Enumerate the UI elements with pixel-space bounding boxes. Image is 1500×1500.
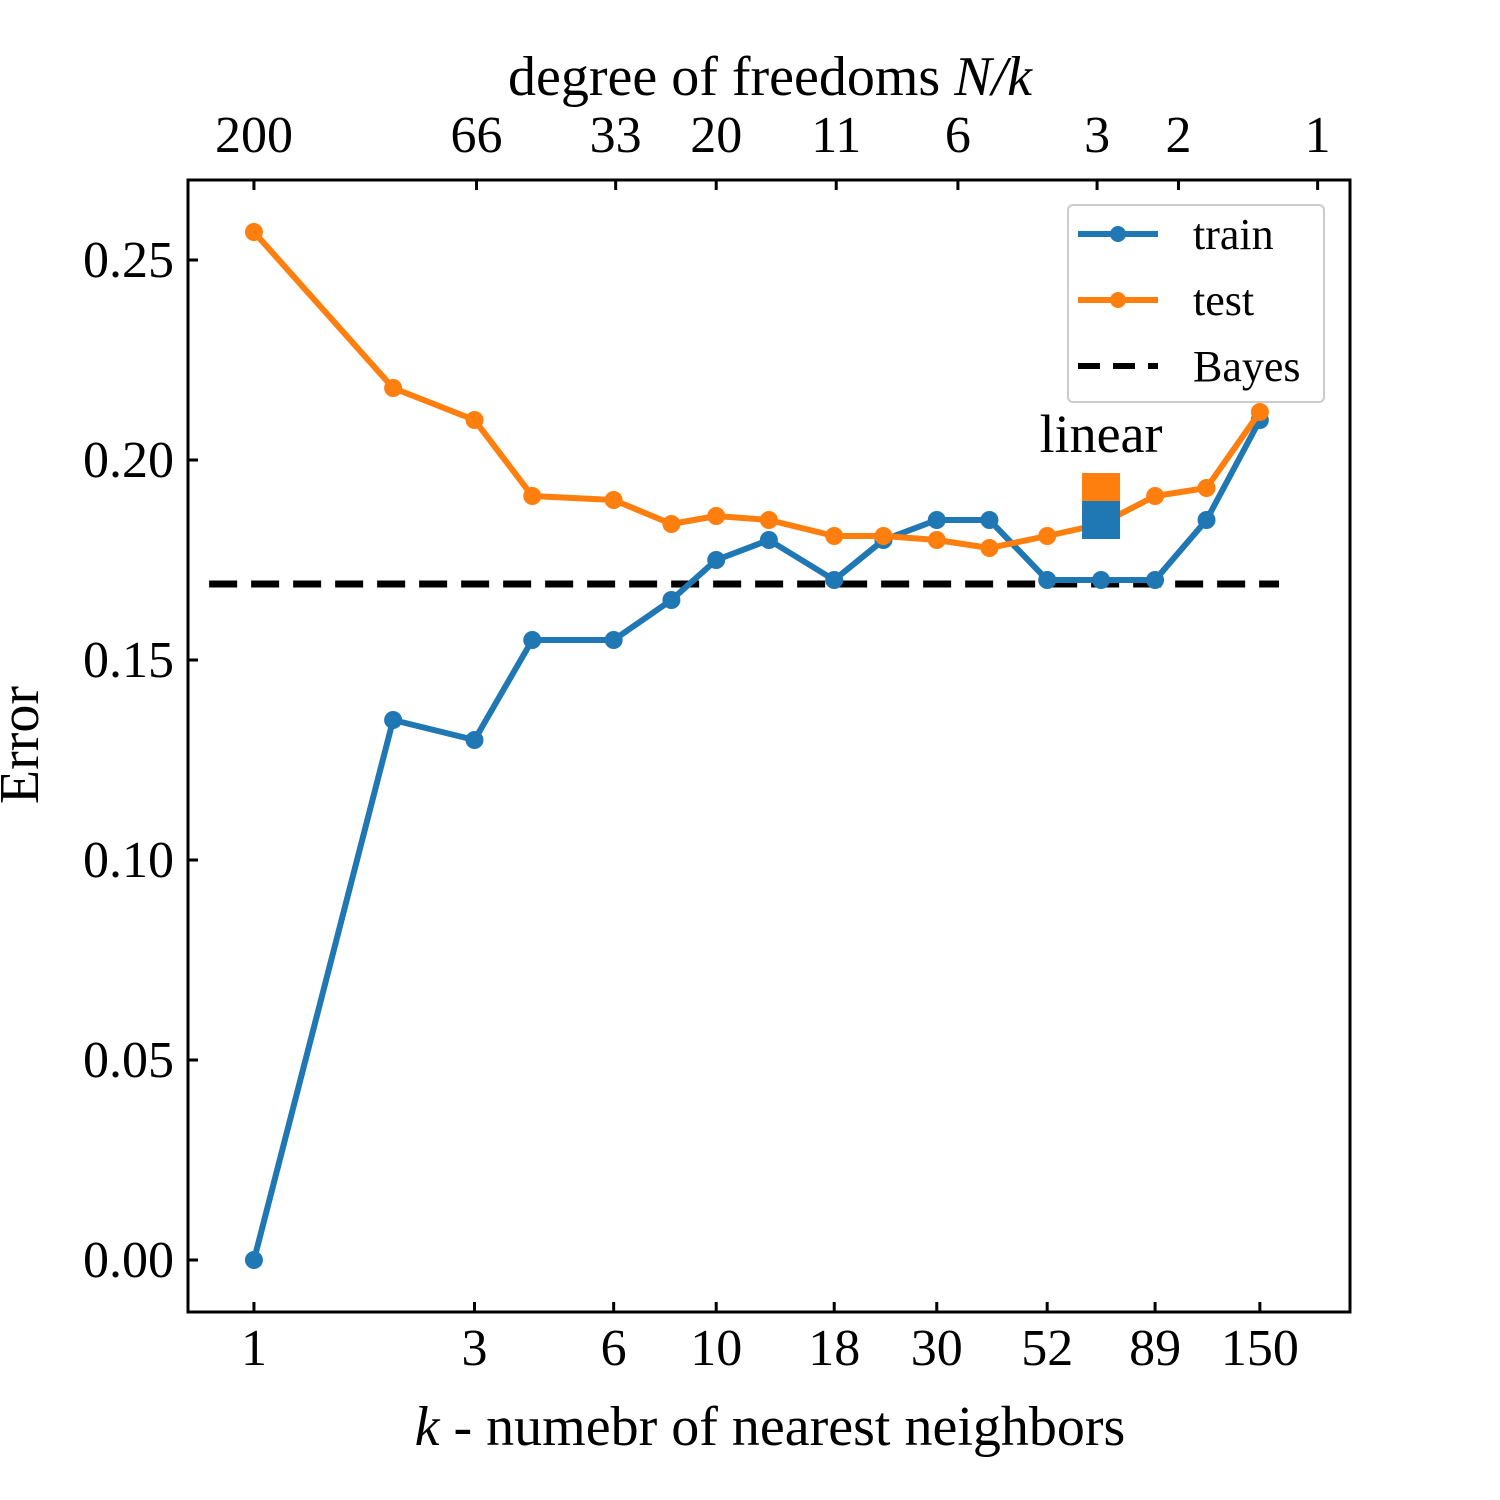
legend-item-test: test bbox=[1078, 276, 1254, 325]
top-tick-label: 66 bbox=[451, 107, 503, 164]
top-tick-label: 11 bbox=[811, 107, 861, 164]
legend-box bbox=[1067, 204, 1325, 403]
x-tick-label: 30 bbox=[911, 1320, 963, 1377]
top-tick-label: 1 bbox=[1305, 107, 1331, 164]
test-point bbox=[465, 411, 484, 429]
top-tick-label: 200 bbox=[215, 107, 293, 164]
x-tick-label: 150 bbox=[1221, 1320, 1299, 1377]
train-point bbox=[384, 711, 403, 729]
train-point bbox=[662, 591, 681, 609]
x-tick-label: 10 bbox=[690, 1320, 742, 1377]
x-tick-label: 1 bbox=[241, 1320, 267, 1377]
x-tick-label: 89 bbox=[1129, 1320, 1181, 1377]
test-point bbox=[1197, 479, 1216, 497]
top-tick-label: 2 bbox=[1165, 107, 1191, 164]
test-point bbox=[662, 515, 681, 533]
legend-label-test: test bbox=[1193, 276, 1254, 325]
linear-annotation-label: linear bbox=[1040, 404, 1163, 464]
test-point bbox=[980, 539, 999, 557]
train-point bbox=[1197, 511, 1216, 529]
train-point bbox=[707, 551, 726, 569]
test-point bbox=[1038, 527, 1057, 545]
top-tick-label: 6 bbox=[945, 107, 971, 164]
top-tick-label: 33 bbox=[590, 107, 642, 164]
test-point bbox=[927, 531, 946, 549]
train-point bbox=[980, 511, 999, 529]
y-tick-label: 0.10 bbox=[83, 832, 174, 889]
plot-frame bbox=[186, 178, 1352, 1314]
train-point bbox=[927, 511, 946, 529]
test-point bbox=[1250, 403, 1269, 421]
y-tick-label: 0.15 bbox=[83, 632, 174, 689]
top-axis-label: degree of freedoms N/k bbox=[508, 46, 1033, 108]
test-point bbox=[384, 379, 403, 397]
train-point bbox=[759, 531, 778, 549]
train-point bbox=[523, 631, 542, 649]
legend-marker-test bbox=[1110, 292, 1126, 308]
x-tick-label: 6 bbox=[601, 1320, 627, 1377]
test-point bbox=[523, 487, 542, 505]
legend-marker-train bbox=[1110, 226, 1126, 242]
series-train bbox=[244, 411, 1269, 1269]
top-tick-label: 20 bbox=[690, 107, 742, 164]
test-point bbox=[759, 511, 778, 529]
test-point bbox=[604, 491, 623, 509]
annotation-layer: linear bbox=[1040, 404, 1163, 539]
train-point bbox=[825, 571, 844, 589]
legend-entries: train test Bayes bbox=[1078, 210, 1301, 391]
train-point bbox=[1038, 571, 1057, 589]
y-tick-label: 0.20 bbox=[83, 432, 174, 489]
top-tick-label: 3 bbox=[1084, 107, 1110, 164]
series-layer bbox=[244, 223, 1269, 1269]
x-axis-label: k - numebr of nearest neighbors bbox=[415, 1396, 1126, 1458]
x-tick-label: 3 bbox=[462, 1320, 488, 1377]
test-point bbox=[707, 507, 726, 525]
test-point bbox=[825, 527, 844, 545]
legend-label-Bayes: Bayes bbox=[1193, 342, 1301, 391]
train-point bbox=[1092, 571, 1111, 589]
x-tick-label: 18 bbox=[808, 1320, 860, 1377]
y-tick-label: 0.25 bbox=[83, 232, 174, 289]
test-point bbox=[1146, 487, 1165, 505]
legend-item-train: train bbox=[1078, 210, 1274, 259]
test-point bbox=[244, 223, 263, 241]
legend-item-Bayes: Bayes bbox=[1078, 342, 1301, 391]
y-tick-label: 0.05 bbox=[83, 1032, 174, 1089]
x-tick-label: 52 bbox=[1021, 1320, 1073, 1377]
train-point bbox=[604, 631, 623, 649]
linear-train-marker bbox=[1082, 501, 1121, 539]
train-point bbox=[465, 731, 484, 749]
legend: train test Bayes bbox=[1067, 204, 1325, 403]
train-point bbox=[244, 1251, 263, 1269]
test-point bbox=[874, 527, 893, 545]
y-tick-label: 0.00 bbox=[83, 1232, 174, 1289]
y-axis-label: Error bbox=[0, 686, 51, 805]
legend-label-train: train bbox=[1193, 210, 1274, 259]
train-point bbox=[1146, 571, 1165, 589]
